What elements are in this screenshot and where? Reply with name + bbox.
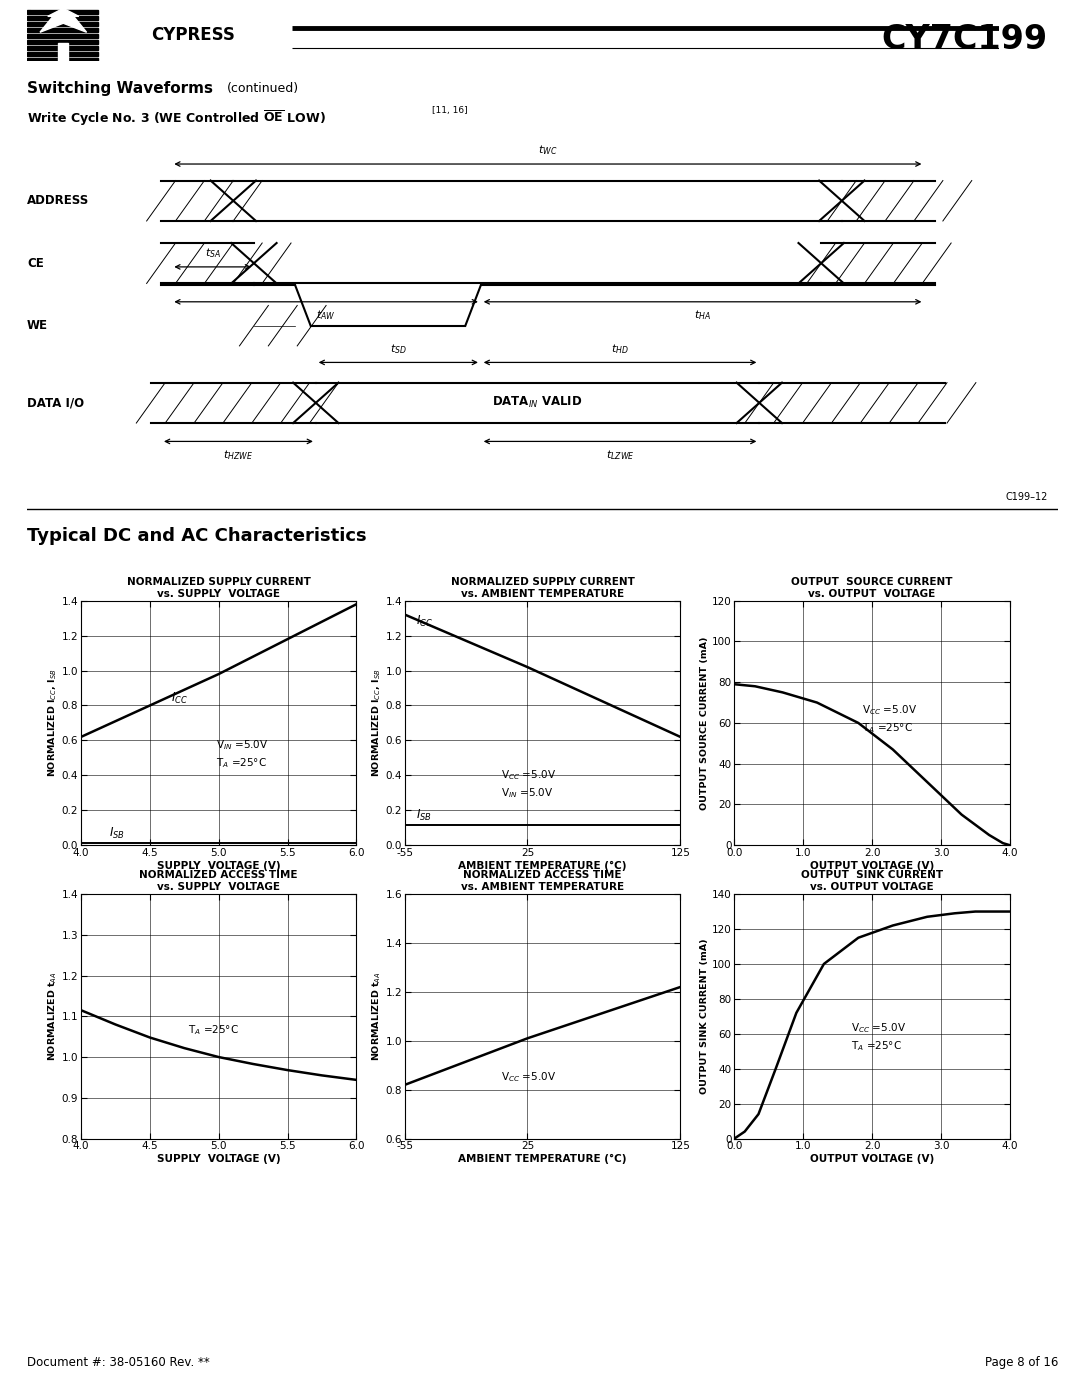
Y-axis label: NORMALIZED I$_{CC}$, I$_{SB}$: NORMALIZED I$_{CC}$, I$_{SB}$ [46, 669, 58, 777]
Polygon shape [58, 43, 68, 61]
Title: NORMALIZED ACCESS TIME
vs. AMBIENT TEMPERATURE: NORMALIZED ACCESS TIME vs. AMBIENT TEMPE… [461, 870, 624, 891]
X-axis label: AMBIENT TEMPERATURE (°C): AMBIENT TEMPERATURE (°C) [458, 1154, 627, 1164]
Text: t$_{AW}$: t$_{AW}$ [316, 309, 336, 323]
Text: Document #: 38-05160 Rev. **: Document #: 38-05160 Rev. ** [27, 1356, 210, 1369]
Title: OUTPUT  SINK CURRENT
vs. OUTPUT VOLTAGE: OUTPUT SINK CURRENT vs. OUTPUT VOLTAGE [801, 870, 943, 891]
Polygon shape [58, 43, 68, 61]
Text: t$_{HZWE}$: t$_{HZWE}$ [224, 448, 254, 462]
Text: DATA$_{IN}$ VALID: DATA$_{IN}$ VALID [492, 395, 583, 411]
Title: OUTPUT  SOURCE CURRENT
vs. OUTPUT  VOLTAGE: OUTPUT SOURCE CURRENT vs. OUTPUT VOLTAGE [792, 577, 953, 598]
Text: Write Cycle No. 3 (WE Controlled $\overline{\mathbf{OE}}$ LOW): Write Cycle No. 3 (WE Controlled $\overl… [27, 109, 326, 129]
Text: V$_{CC}$ =5.0V
V$_{IN}$ =5.0V: V$_{CC}$ =5.0V V$_{IN}$ =5.0V [501, 768, 556, 800]
Text: t$_{SA}$: t$_{SA}$ [204, 246, 220, 260]
Text: DATA I/O: DATA I/O [27, 397, 84, 409]
Bar [27, 46, 98, 50]
Y-axis label: OUTPUT SOURCE CURRENT (mA): OUTPUT SOURCE CURRENT (mA) [700, 636, 710, 810]
Bar [27, 17, 98, 20]
Text: (continued): (continued) [227, 81, 299, 95]
Title: NORMALIZED SUPPLY CURRENT
vs. AMBIENT TEMPERATURE: NORMALIZED SUPPLY CURRENT vs. AMBIENT TE… [450, 577, 635, 598]
Y-axis label: NORMALIZED t$_{AA}$: NORMALIZED t$_{AA}$ [370, 971, 382, 1062]
Text: WE: WE [27, 319, 48, 332]
Bar [27, 10, 98, 14]
Text: CE: CE [27, 257, 44, 270]
Bar [27, 41, 98, 43]
Text: t$_{HA}$: t$_{HA}$ [694, 309, 711, 323]
Text: C199–12: C199–12 [1005, 492, 1048, 502]
Text: V$_{CC}$ =5.0V: V$_{CC}$ =5.0V [501, 1070, 556, 1084]
Text: Typical DC and AC Characteristics: Typical DC and AC Characteristics [27, 528, 366, 545]
Text: T$_A$ =25°C: T$_A$ =25°C [188, 1024, 240, 1038]
Text: CYPRESS: CYPRESS [151, 27, 235, 43]
Text: V$_{CC}$ =5.0V
T$_A$ =25°C: V$_{CC}$ =5.0V T$_A$ =25°C [851, 1021, 906, 1053]
Bar [27, 52, 98, 56]
Text: [11, 16]: [11, 16] [432, 106, 468, 115]
Text: Page 8 of 16: Page 8 of 16 [985, 1356, 1058, 1369]
Title: NORMALIZED ACCESS TIME
vs. SUPPLY  VOLTAGE: NORMALIZED ACCESS TIME vs. SUPPLY VOLTAG… [139, 870, 298, 891]
Text: t$_{HD}$: t$_{HD}$ [611, 342, 629, 356]
X-axis label: OUTPUT VOLTAGE (V): OUTPUT VOLTAGE (V) [810, 861, 934, 870]
Polygon shape [31, 8, 86, 32]
X-axis label: SUPPLY  VOLTAGE (V): SUPPLY VOLTAGE (V) [157, 861, 281, 870]
Text: ADDRESS: ADDRESS [27, 194, 90, 207]
Text: t$_{LZWE}$: t$_{LZWE}$ [606, 448, 634, 462]
Y-axis label: NORMALIZED t$_{AA}$: NORMALIZED t$_{AA}$ [46, 971, 58, 1062]
Title: NORMALIZED SUPPLY CURRENT
vs. SUPPLY  VOLTAGE: NORMALIZED SUPPLY CURRENT vs. SUPPLY VOL… [126, 577, 311, 598]
X-axis label: SUPPLY  VOLTAGE (V): SUPPLY VOLTAGE (V) [157, 1154, 281, 1164]
Text: Switching Waveforms: Switching Waveforms [27, 81, 213, 95]
Text: I$_{CC}$: I$_{CC}$ [171, 692, 188, 705]
Y-axis label: OUTPUT SINK CURRENT (mA): OUTPUT SINK CURRENT (mA) [700, 939, 710, 1094]
Bar [27, 22, 98, 27]
Text: I$_{SB}$: I$_{SB}$ [109, 826, 124, 841]
Bar [27, 28, 98, 32]
Text: I$_{CC}$: I$_{CC}$ [416, 615, 433, 629]
Text: CY7C199: CY7C199 [881, 22, 1048, 56]
Text: t$_{WC}$: t$_{WC}$ [538, 144, 557, 158]
Bar [27, 57, 98, 61]
Text: V$_{CC}$ =5.0V
T$_A$ =25°C: V$_{CC}$ =5.0V T$_A$ =25°C [862, 703, 917, 735]
Text: V$_{IN}$ =5.0V
T$_A$ =25°C: V$_{IN}$ =5.0V T$_A$ =25°C [216, 739, 269, 770]
X-axis label: AMBIENT TEMPERATURE (°C): AMBIENT TEMPERATURE (°C) [458, 861, 627, 870]
Y-axis label: NORMALIZED I$_{CC}$, I$_{SB}$: NORMALIZED I$_{CC}$, I$_{SB}$ [370, 669, 382, 777]
X-axis label: OUTPUT VOLTAGE (V): OUTPUT VOLTAGE (V) [810, 1154, 934, 1164]
Text: I$_{SB}$: I$_{SB}$ [416, 807, 432, 823]
Bar [27, 34, 98, 38]
Text: t$_{SD}$: t$_{SD}$ [390, 342, 407, 356]
